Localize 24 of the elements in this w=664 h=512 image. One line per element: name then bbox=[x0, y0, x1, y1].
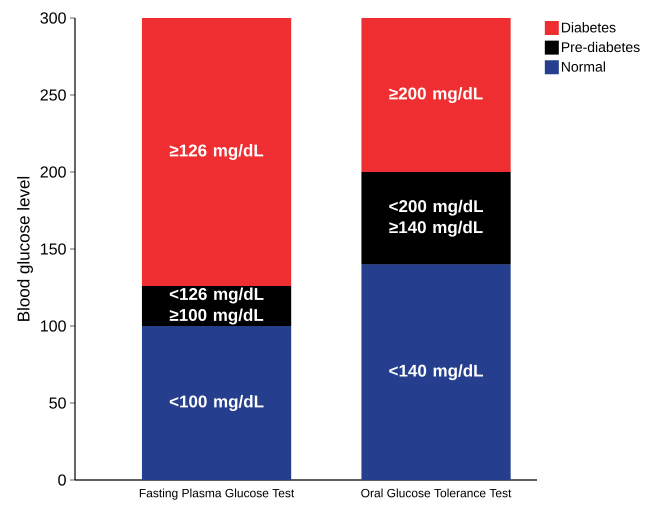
data-label: ≥126 mg/dL bbox=[170, 144, 264, 160]
x-tick-label: Fasting Plasma Glucose Test bbox=[140, 488, 294, 500]
bar bbox=[361, 18, 511, 172]
bar bbox=[361, 264, 511, 480]
y-tick-label: 50 bbox=[49, 397, 66, 409]
bar bbox=[361, 172, 511, 264]
data-label: ≥200 mg/dL bbox=[389, 87, 483, 103]
y-tick-label: 150 bbox=[41, 243, 66, 255]
bar bbox=[142, 18, 292, 286]
legend-label: Normal bbox=[562, 61, 605, 72]
y-tick-label: 100 bbox=[41, 320, 66, 332]
data-label: <140 mg/dL bbox=[389, 364, 483, 380]
y-axis-title: Blood glucose level bbox=[17, 176, 33, 321]
y-tick-label: 0 bbox=[58, 474, 66, 486]
legend-label: Diabetes bbox=[562, 22, 616, 32]
data-label: <126 mg/dL ≥100 mg/dL bbox=[170, 288, 264, 324]
y-tick-label: 300 bbox=[40, 12, 66, 24]
bar bbox=[142, 326, 292, 480]
y-tick-label: 250 bbox=[40, 89, 66, 101]
y-tick-label: 200 bbox=[40, 166, 66, 178]
data-label: <100 mg/dL bbox=[170, 395, 264, 411]
data-label: <200 mg/dL ≥140 mg/dL bbox=[389, 200, 483, 237]
legend-label: Pre-diabetes bbox=[562, 42, 640, 52]
x-tick-label: Oral Glucose Tolerance Test bbox=[361, 488, 512, 498]
